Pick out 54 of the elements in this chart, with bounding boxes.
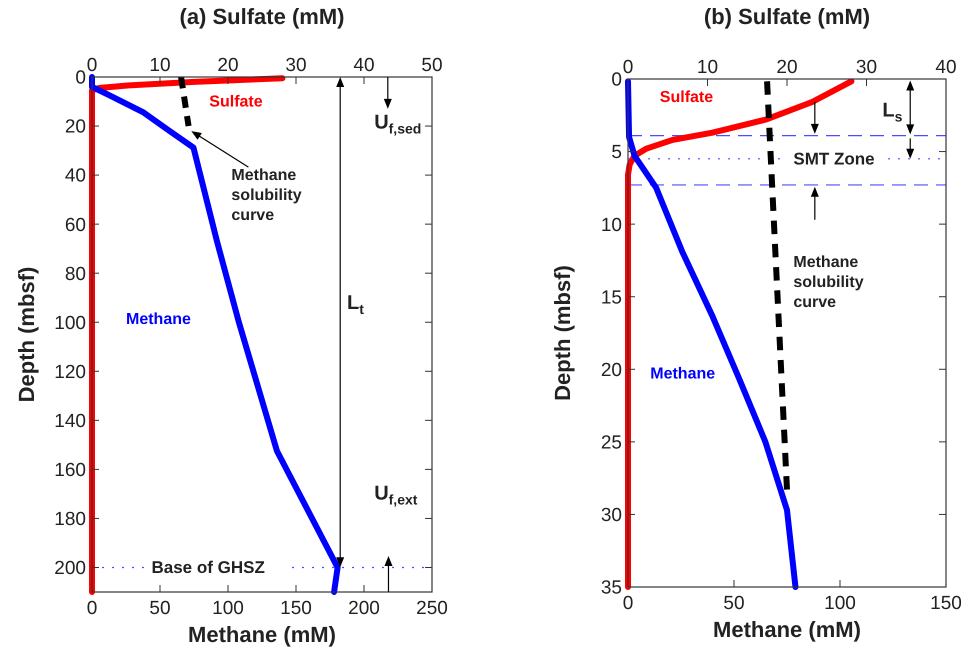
text: Methane xyxy=(126,311,191,328)
y-tick-label: 0 xyxy=(75,68,86,89)
y-tick-label: 200 xyxy=(54,558,86,580)
y-tick-label: 30 xyxy=(600,505,622,526)
ref-line-label: SMT Zone xyxy=(793,149,875,168)
x2-tick-label: 20 xyxy=(217,55,239,76)
y-tick-label: 80 xyxy=(64,264,86,285)
x-tick-label: 250 xyxy=(416,598,448,619)
y-tick-label: 20 xyxy=(64,116,86,138)
series-label: Methane xyxy=(650,366,716,383)
x2-tick-label: 40 xyxy=(935,57,957,78)
y-tick-label: 15 xyxy=(600,287,622,308)
x-axis-title: Methane (mM) xyxy=(188,622,336,647)
y-tick-label: 20 xyxy=(600,360,622,381)
x-tick-label: 150 xyxy=(930,593,962,614)
y-tick-label: 0 xyxy=(611,70,622,91)
y-tick-label: 35 xyxy=(600,578,622,599)
y-tick-label: 120 xyxy=(54,362,86,383)
annotation: U$_{f,ext}$ xyxy=(374,482,418,508)
y-tick-label: 100 xyxy=(54,312,86,334)
x-tick-label: 100 xyxy=(212,598,244,619)
series-label: Sulfate xyxy=(209,93,263,110)
x-tick-label: 100 xyxy=(824,593,856,614)
ref-line-label: Base of GHSZ xyxy=(152,558,265,577)
x2-tick-label: 10 xyxy=(696,57,718,78)
x2-tick-label: 40 xyxy=(353,55,375,76)
y-tick-label: 160 xyxy=(54,460,86,482)
x2-tick-label: 10 xyxy=(149,55,171,76)
y-tick-label: 60 xyxy=(64,214,86,236)
legend-label: Methane solubility curve xyxy=(231,167,302,224)
y-axis-title: Depth (mbsf) xyxy=(550,265,575,401)
x-tick-label: 50 xyxy=(149,598,171,619)
x2-axis-title: (b) Sulfate (mM) xyxy=(704,4,870,29)
y-tick-label: 5 xyxy=(611,142,622,164)
y-axis-title: Depth (mbsf) xyxy=(14,266,39,402)
y-tick-label: 25 xyxy=(600,432,622,454)
annotation: L$_{t}$ xyxy=(347,292,364,317)
series-label: Methane solubility curve xyxy=(793,254,864,311)
x-axis-title: Methane (mM) xyxy=(713,617,861,642)
x2-axis-title: (a) Sulfate (mM) xyxy=(180,4,344,29)
x2-tick-label: 50 xyxy=(421,55,443,76)
annotation: L$_{s}$ xyxy=(882,100,903,124)
x2-tick-label: 30 xyxy=(856,57,878,78)
x-tick-label: 150 xyxy=(280,598,312,619)
x2-tick-label: 20 xyxy=(776,57,798,78)
x-tick-label: 50 xyxy=(723,593,745,614)
series-label: Sulfate xyxy=(660,88,714,106)
y-tick-label: 10 xyxy=(600,214,622,236)
y-tick-label: 140 xyxy=(54,410,86,432)
x-tick-label: 200 xyxy=(348,598,380,619)
y-tick-label: 180 xyxy=(54,509,86,530)
annotation: U$_{f,sed}$ xyxy=(374,112,422,136)
y-tick-label: 40 xyxy=(64,166,86,187)
x2-tick-label: 30 xyxy=(285,55,307,76)
